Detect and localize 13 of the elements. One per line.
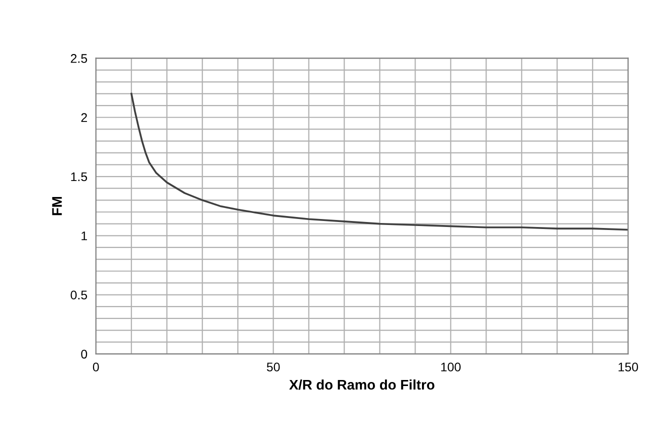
y-tick-label: 1.5 [71, 172, 88, 182]
x-axis-title: X/R do Ramo do Filtro [289, 379, 434, 390]
y-axis-title: FM [52, 196, 62, 216]
y-tick-label: 0 [81, 350, 88, 359]
y-tick-label: 1 [82, 232, 87, 240]
x-tick-label: 150 [618, 362, 638, 372]
x-tick-label: 0 [92, 362, 99, 372]
x-tick-label: 50 [266, 362, 280, 372]
y-tick-label: 2.5 [70, 54, 88, 63]
x-tick-label: 100 [441, 362, 461, 372]
line-series [130, 92, 628, 231]
y-tick-label: 2 [81, 113, 87, 122]
y-tick-label: 0.5 [70, 290, 88, 300]
